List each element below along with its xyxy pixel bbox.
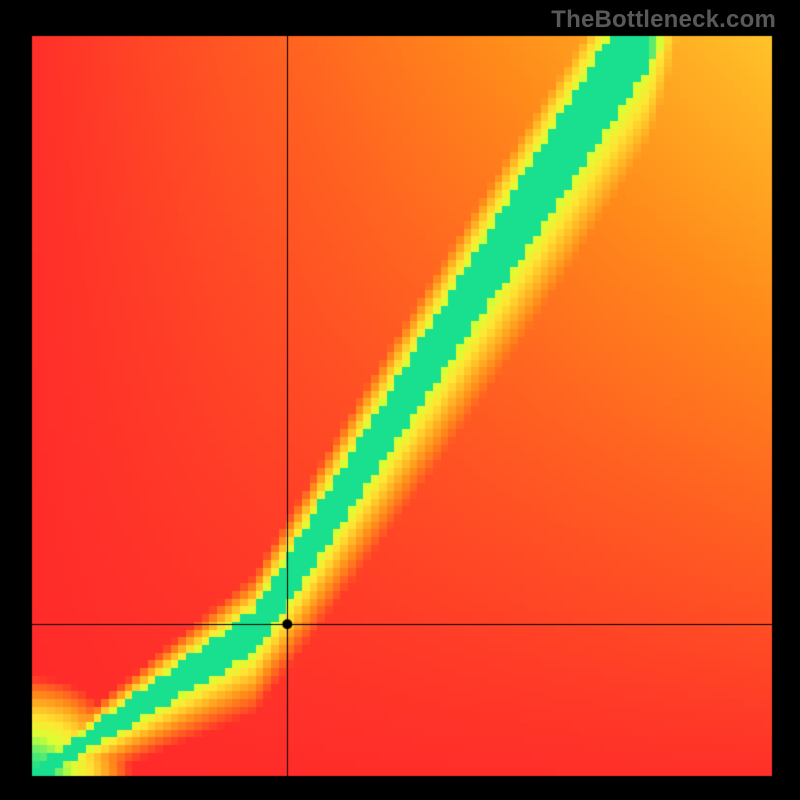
watermark-text: TheBottleneck.com: [551, 6, 776, 34]
bottleneck-heatmap: [0, 0, 800, 800]
chart-container: TheBottleneck.com: [0, 0, 800, 800]
